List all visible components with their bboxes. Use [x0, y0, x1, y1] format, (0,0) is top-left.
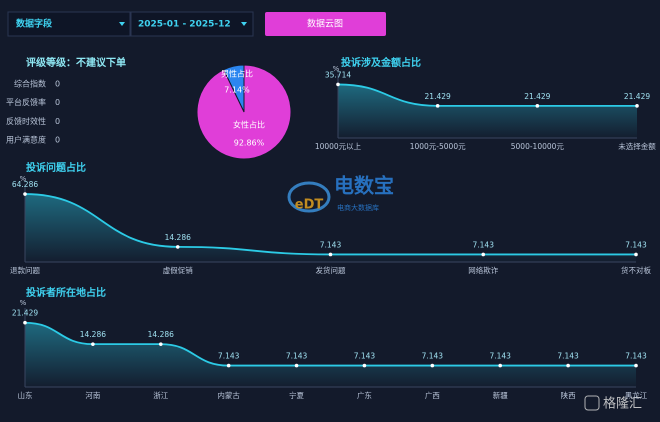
- pie-slice: [196, 64, 292, 160]
- date-text: 2025-01 - 2025-12: [138, 20, 231, 30]
- x-tick-label: 内蒙古: [217, 390, 240, 400]
- y-unit: %: [20, 175, 27, 183]
- point: [435, 104, 440, 108]
- line: [24, 321, 636, 367]
- value-label: 21.429: [624, 92, 650, 101]
- rating-value: 0: [55, 80, 60, 89]
- date-dropdown[interactable]: [130, 11, 254, 37]
- area: [25, 322, 636, 387]
- x-tick-label: 广东: [357, 390, 372, 400]
- rating-label: 平台反馈率: [6, 97, 46, 107]
- point: [362, 363, 367, 368]
- field-dropdown[interactable]: [7, 11, 131, 37]
- point: [634, 252, 638, 257]
- logo-tagline: 电商大数据库: [337, 203, 379, 212]
- x-tick-label: 陕西: [561, 390, 576, 400]
- value-label: 14.286: [148, 330, 174, 339]
- x-tick-label: 宁夏: [289, 390, 304, 400]
- value-label: 21.429: [12, 309, 38, 318]
- dropdown-arrow: [119, 22, 125, 26]
- point: [481, 252, 486, 257]
- point: [336, 82, 340, 87]
- point: [91, 342, 95, 346]
- pie-value-label: 7.14%: [224, 86, 250, 95]
- point: [226, 363, 231, 368]
- point: [498, 363, 503, 368]
- x-tick-label: 1000元-5000元: [410, 142, 466, 151]
- value-label: 64.286: [12, 180, 38, 189]
- corner-text: 格隆汇: [603, 396, 642, 412]
- x-tick-label: 5000-10000元: [511, 142, 565, 151]
- value-label: 21.429: [524, 92, 550, 101]
- y-unit: %: [20, 299, 27, 307]
- x-tick-label: 广西: [425, 390, 440, 400]
- point: [294, 363, 299, 368]
- rating-title: 评级等级：不建议下单: [26, 56, 126, 69]
- x-tick-label: 退款问题: [10, 265, 40, 275]
- value-label: 7.143: [625, 240, 647, 249]
- rating-label: 综合指数: [14, 79, 46, 89]
- watermark: eDT 电数宝 电商大数据库 格隆汇: [287, 174, 642, 412]
- rating-label: 反馈时效性: [6, 116, 46, 126]
- logo-cloud: [287, 181, 331, 213]
- point: [635, 104, 639, 108]
- x-tick-label: 虚假促销: [163, 265, 193, 275]
- pie-label: 女性占比: [233, 120, 265, 130]
- value-label: 7.143: [625, 352, 647, 361]
- rating-value: 0: [55, 117, 60, 126]
- logo-name: 电数宝: [334, 174, 394, 198]
- logo-text: eDT: [295, 198, 324, 213]
- chart-title: 投诉者所在地占比: [26, 286, 106, 299]
- x-tick-label: 山东: [18, 390, 33, 400]
- value-label: 7.143: [354, 352, 376, 361]
- value-label: 14.286: [165, 233, 191, 242]
- value-label: 7.143: [422, 352, 444, 361]
- line: [337, 83, 637, 107]
- rating-label: 用户满意度: [6, 135, 46, 145]
- point: [430, 363, 435, 368]
- cloud-button[interactable]: [265, 12, 386, 36]
- value-label: 7.143: [218, 352, 240, 361]
- chart-title: 投诉涉及金额占比: [341, 56, 421, 69]
- value-label: 14.286: [80, 330, 106, 339]
- value-label: 7.143: [320, 240, 342, 249]
- x-tick-label: 新疆: [493, 390, 508, 400]
- pie-value-label: 92.86%: [234, 139, 265, 148]
- field-text: 数据字段: [16, 18, 53, 30]
- point: [634, 363, 638, 368]
- value-label: 7.143: [557, 352, 579, 361]
- value-label: 7.143: [286, 352, 308, 361]
- pie-label: 男性占比: [221, 69, 253, 79]
- x-tick-label: 黑龙江: [625, 390, 648, 400]
- area: [338, 84, 637, 138]
- point: [158, 342, 163, 346]
- x-tick-label: 发货问题: [316, 265, 346, 275]
- value-label: 35.714: [325, 70, 351, 79]
- corner-icon: [584, 395, 600, 411]
- rating-value: 0: [55, 98, 60, 107]
- x-tick-label: 货不对板: [621, 265, 651, 275]
- point: [566, 363, 570, 368]
- point: [328, 252, 333, 257]
- x-tick-label: 网络欺诈: [468, 265, 498, 275]
- dropdown-arrow: [241, 22, 247, 26]
- chart-title: 投诉问题占比: [26, 161, 86, 174]
- value-label: 7.143: [473, 240, 495, 249]
- value-label: 21.429: [425, 92, 451, 101]
- point: [23, 320, 27, 325]
- value-label: 7.143: [489, 352, 511, 361]
- x-tick-label: 10000元以上: [315, 142, 362, 151]
- y-unit: %: [333, 65, 340, 73]
- x-tick-label: 河南: [85, 390, 100, 400]
- point: [23, 192, 27, 196]
- point: [175, 245, 180, 249]
- button-text: 数据云图: [307, 18, 343, 30]
- rating-value: 0: [55, 136, 60, 145]
- point: [535, 104, 540, 108]
- x-tick-label: 未选择金额: [618, 141, 656, 151]
- x-tick-label: 浙江: [153, 390, 168, 400]
